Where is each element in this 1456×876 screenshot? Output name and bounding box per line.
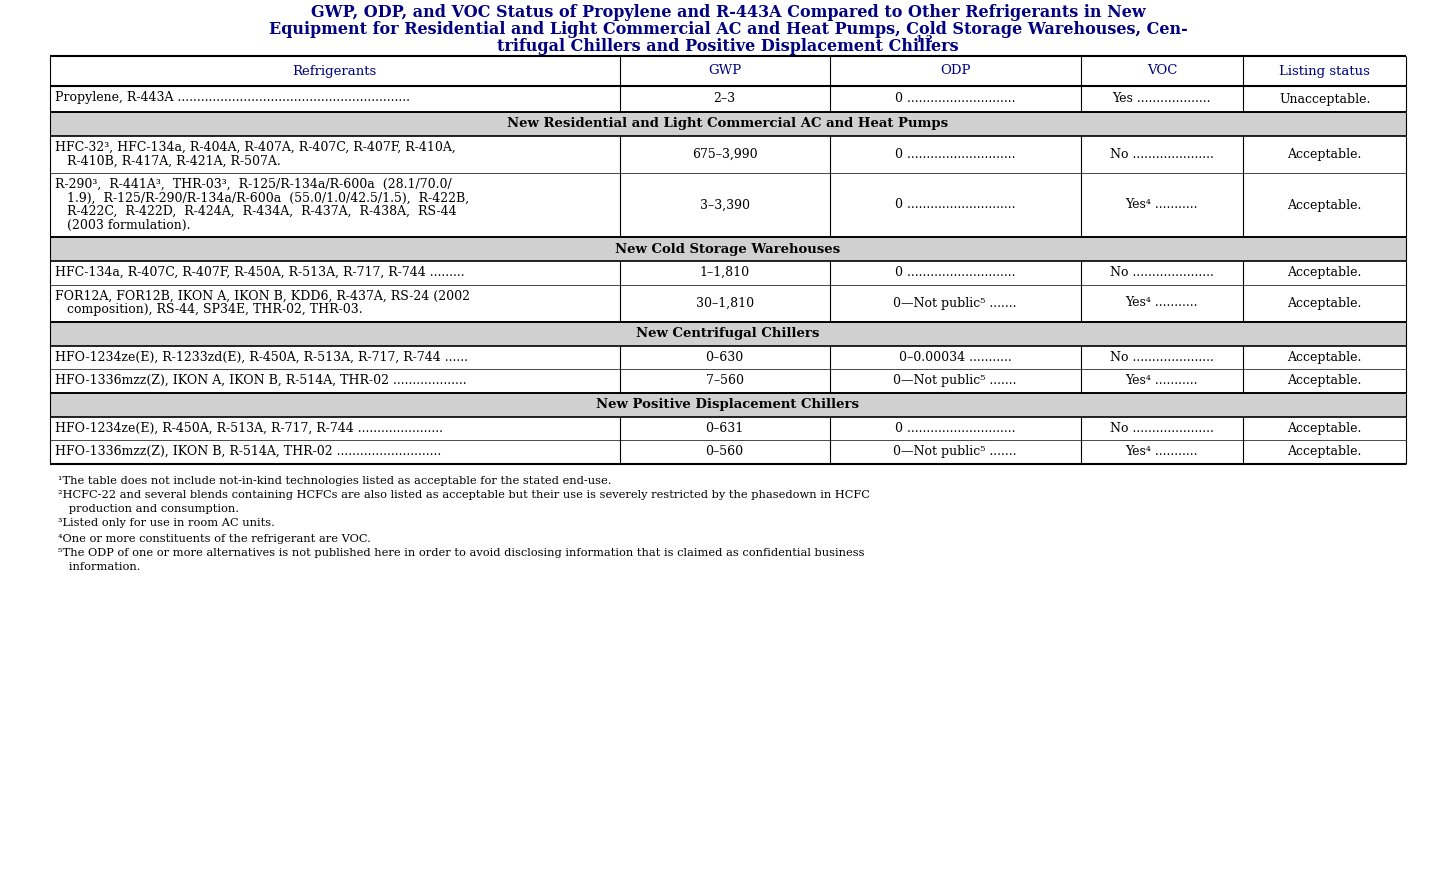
Text: Acceptable.: Acceptable. (1287, 199, 1361, 211)
Text: 30–1,810: 30–1,810 (696, 296, 754, 309)
Text: New Centrifugal Chillers: New Centrifugal Chillers (636, 327, 820, 340)
Text: No .....................: No ..................... (1109, 350, 1214, 364)
Bar (50, 392, 1406, 416)
Text: GWP: GWP (708, 65, 741, 77)
Text: FOR12A, FOR12B, IKON A, IKON B, KDD6, R-437A, RS-24 (2002: FOR12A, FOR12B, IKON A, IKON B, KDD6, R-… (55, 289, 470, 302)
Text: No .....................: No ..................... (1109, 421, 1214, 434)
Text: 0 ............................: 0 ............................ (895, 199, 1015, 211)
Text: 1.9),  R-125/R-290/R-134a/R-600a  (55.0/1.0/42.5/1.5),  R-422B,: 1.9), R-125/R-290/R-134a/R-600a (55.0/1.… (55, 192, 469, 204)
Text: Yes⁴ ...........: Yes⁴ ........... (1125, 445, 1198, 458)
Text: trifugal Chillers and Positive Displacement Chillers: trifugal Chillers and Positive Displacem… (496, 38, 960, 55)
Text: 0–631: 0–631 (706, 421, 744, 434)
Text: New Positive Displacement Chillers: New Positive Displacement Chillers (597, 398, 859, 411)
Text: ²HCFC-22 and several blends containing HCFCs are also listed as acceptable but t: ²HCFC-22 and several blends containing H… (58, 491, 869, 500)
Text: 0 ............................: 0 ............................ (895, 148, 1015, 161)
Text: HFC-32³, HFC-134a, R-404A, R-407A, R-407C, R-407F, R-410A,: HFC-32³, HFC-134a, R-404A, R-407A, R-407… (55, 141, 456, 154)
Text: ODP: ODP (941, 65, 970, 77)
Text: R-422C,  R-422D,  R-424A,  R-434A,  R-437A,  R-438A,  RS-44: R-422C, R-422D, R-424A, R-434A, R-437A, … (55, 205, 457, 218)
Text: Unacceptable.: Unacceptable. (1278, 93, 1370, 105)
Text: Yes ...................: Yes ................... (1112, 93, 1211, 105)
Text: GWP, ODP, and VOC Status of Propylene and R-443A Compared to Other Refrigerants : GWP, ODP, and VOC Status of Propylene an… (310, 4, 1146, 21)
Bar (50, 321, 1406, 345)
Text: Acceptable.: Acceptable. (1287, 374, 1361, 387)
Text: Yes⁴ ...........: Yes⁴ ........... (1125, 374, 1198, 387)
Text: 0–630: 0–630 (706, 350, 744, 364)
Text: R-290³,  R-441A³,  THR-03³,  R-125/R-134a/R-600a  (28.1/70.0/: R-290³, R-441A³, THR-03³, R-125/R-134a/R… (55, 178, 451, 191)
Text: ¹The table does not include not-in-kind technologies listed as acceptable for th: ¹The table does not include not-in-kind … (58, 476, 612, 485)
Text: 1–1,810: 1–1,810 (699, 266, 750, 279)
Text: 0 ............................: 0 ............................ (895, 93, 1015, 105)
Text: New Cold Storage Warehouses: New Cold Storage Warehouses (616, 243, 840, 256)
Text: 0 ............................: 0 ............................ (895, 421, 1015, 434)
Text: Yes⁴ ...........: Yes⁴ ........... (1125, 296, 1198, 309)
Text: Yes⁴ ...........: Yes⁴ ........... (1125, 199, 1198, 211)
Text: 0—Not public⁵ .......: 0—Not public⁵ ....... (894, 374, 1016, 387)
Text: Acceptable.: Acceptable. (1287, 296, 1361, 309)
Text: No .....................: No ..................... (1109, 148, 1214, 161)
Text: Acceptable.: Acceptable. (1287, 148, 1361, 161)
Text: VOC: VOC (1147, 65, 1176, 77)
Text: HFO-1336mzz(Z), IKON A, IKON B, R-514A, THR-02 ...................: HFO-1336mzz(Z), IKON A, IKON B, R-514A, … (55, 374, 466, 387)
Text: 1 2: 1 2 (916, 35, 933, 44)
Bar (50, 237, 1406, 261)
Text: 2–3: 2–3 (713, 93, 735, 105)
Text: 3–3,390: 3–3,390 (700, 199, 750, 211)
Text: New Residential and Light Commercial AC and Heat Pumps: New Residential and Light Commercial AC … (508, 117, 948, 131)
Text: No .....................: No ..................... (1109, 266, 1214, 279)
Text: ⁴One or more constituents of the refrigerant are VOC.: ⁴One or more constituents of the refrige… (58, 533, 371, 543)
Text: 0—Not public⁵ .......: 0—Not public⁵ ....... (894, 296, 1016, 309)
Text: Acceptable.: Acceptable. (1287, 445, 1361, 458)
Text: Listing status: Listing status (1280, 65, 1370, 77)
Text: ³Listed only for use in room AC units.: ³Listed only for use in room AC units. (58, 519, 275, 528)
Text: production and consumption.: production and consumption. (58, 504, 239, 513)
Text: ⁵The ODP of one or more alternatives is not published here in order to avoid dis: ⁵The ODP of one or more alternatives is … (58, 548, 865, 559)
Text: HFO-1336mzz(Z), IKON B, R-514A, THR-02 ...........................: HFO-1336mzz(Z), IKON B, R-514A, THR-02 .… (55, 445, 441, 458)
Text: HFO-1234ze(E), R-1233zd(E), R-450A, R-513A, R-717, R-744 ......: HFO-1234ze(E), R-1233zd(E), R-450A, R-51… (55, 350, 467, 364)
Text: composition), RS-44, SP34E, THR-02, THR-03.: composition), RS-44, SP34E, THR-02, THR-… (55, 303, 363, 316)
Bar (50, 112, 1406, 136)
Text: Acceptable.: Acceptable. (1287, 350, 1361, 364)
Text: 0 ............................: 0 ............................ (895, 266, 1015, 279)
Text: HFC-134a, R-407C, R-407F, R-450A, R-513A, R-717, R-744 .........: HFC-134a, R-407C, R-407F, R-450A, R-513A… (55, 266, 464, 279)
Text: 0–0.00034 ...........: 0–0.00034 ........... (898, 350, 1012, 364)
Text: 0–560: 0–560 (706, 445, 744, 458)
Text: R-410B, R-417A, R-421A, R-507A.: R-410B, R-417A, R-421A, R-507A. (55, 154, 281, 167)
Text: 675–3,990: 675–3,990 (692, 148, 757, 161)
Text: Refrigerants: Refrigerants (293, 65, 377, 77)
Text: 7–560: 7–560 (706, 374, 744, 387)
Text: (2003 formulation).: (2003 formulation). (55, 218, 191, 231)
Text: Equipment for Residential and Light Commercial AC and Heat Pumps, Cold Storage W: Equipment for Residential and Light Comm… (268, 21, 1188, 38)
Text: Propylene, R-443A ............................................................: Propylene, R-443A ......................… (55, 91, 411, 104)
Text: Acceptable.: Acceptable. (1287, 266, 1361, 279)
Text: information.: information. (58, 562, 140, 571)
Text: HFO-1234ze(E), R-450A, R-513A, R-717, R-744 ......................: HFO-1234ze(E), R-450A, R-513A, R-717, R-… (55, 421, 443, 434)
Text: 0—Not public⁵ .......: 0—Not public⁵ ....... (894, 445, 1016, 458)
Text: Acceptable.: Acceptable. (1287, 421, 1361, 434)
